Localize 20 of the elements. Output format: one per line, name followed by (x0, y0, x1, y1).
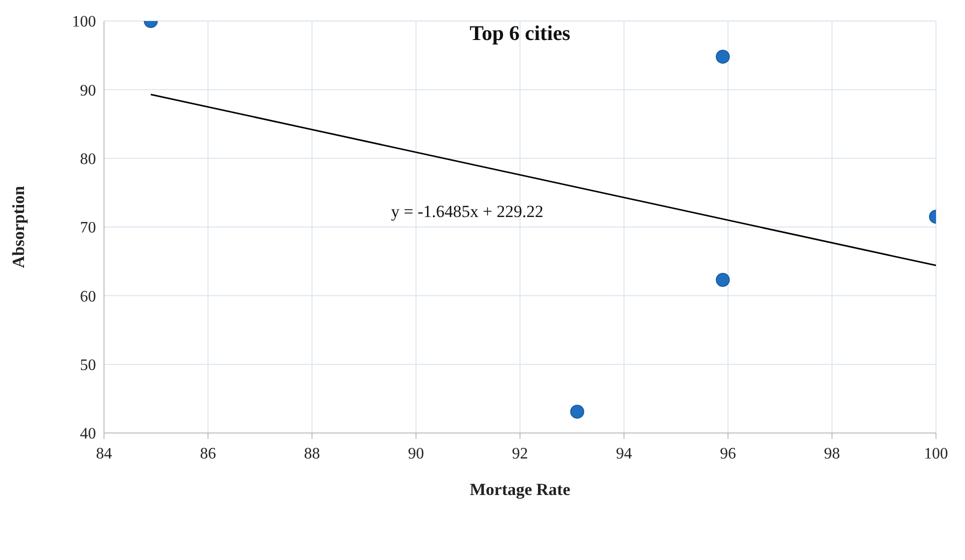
x-tick-label: 98 (824, 445, 840, 462)
chart-title: Top 6 cities (468, 21, 572, 46)
x-tick-label: 94 (616, 445, 632, 462)
x-axis-title: Mortage Rate (470, 480, 571, 499)
x-tick-label: 90 (408, 445, 424, 462)
x-tick-label: 86 (200, 445, 216, 462)
y-tick-label: 50 (80, 357, 96, 374)
x-tick-label: 92 (512, 445, 528, 462)
y-axis-title: Absorption (9, 185, 28, 268)
y-tick-label: 100 (72, 14, 96, 31)
x-tick-label: 88 (304, 445, 320, 462)
y-tick-label: 90 (80, 82, 96, 100)
x-tick-label: 84 (96, 445, 112, 462)
annotation: y = -1.6485x + 229.22 (391, 202, 544, 222)
x-tick-label: 96 (720, 445, 736, 462)
y-tick-label: 70 (80, 220, 96, 237)
y-tick-label: 80 (80, 151, 96, 168)
y-tick-label: 40 (80, 426, 96, 443)
x-tick-label: 100 (924, 445, 948, 462)
y-tick-label: 60 (80, 288, 96, 306)
